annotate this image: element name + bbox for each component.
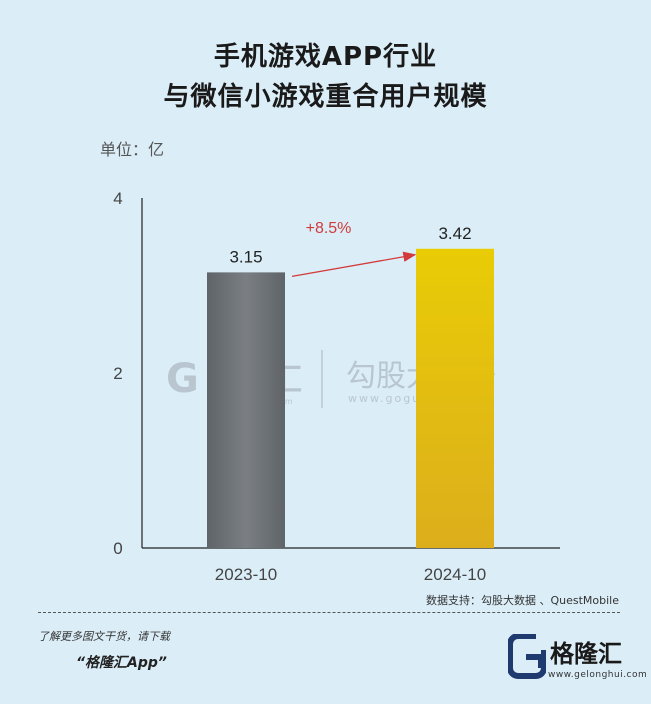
promo-line1: 了解更多图文干货，请下载 — [38, 630, 170, 643]
growth-arrow — [291, 251, 417, 278]
unit-label: 单位：亿 — [100, 140, 165, 159]
x-tick-label-2024-10: 2024-10 — [424, 565, 486, 584]
divider — [38, 612, 620, 613]
chart-title-line1: 手机游戏APP行业 — [213, 42, 438, 72]
value-label-2023-10: 3.15 — [229, 247, 262, 266]
value-label-2024-10: 3.42 — [438, 224, 471, 243]
bar-chart: G格隆汇www.gelonghui.com勾股大数据www.gogudata.c… — [113, 189, 560, 584]
growth-label: +8.5% — [306, 220, 352, 237]
brand-logo: 格隆汇 www.gelonghui.com — [508, 630, 647, 692]
brand-name: 格隆汇 — [550, 640, 622, 668]
bar-2023-10 — [207, 272, 285, 548]
watermark-g-icon: G — [166, 356, 199, 402]
brand-g-icon — [508, 634, 546, 679]
y-tick-label: 0 — [113, 539, 122, 558]
chart-title-line2: 与微信小游戏重合用户规模 — [163, 82, 488, 112]
x-tick-label-2023-10: 2023-10 — [215, 565, 277, 584]
promo-line2: “格隆汇App” — [76, 655, 167, 671]
y-tick-label: 4 — [113, 189, 122, 208]
y-tick-label: 2 — [113, 364, 122, 383]
brand-url: www.gelonghui.com — [548, 670, 648, 680]
bar-2024-10 — [416, 248, 494, 548]
data-source: 数据支持：勾股大数据 、QuestMobile — [425, 594, 619, 607]
